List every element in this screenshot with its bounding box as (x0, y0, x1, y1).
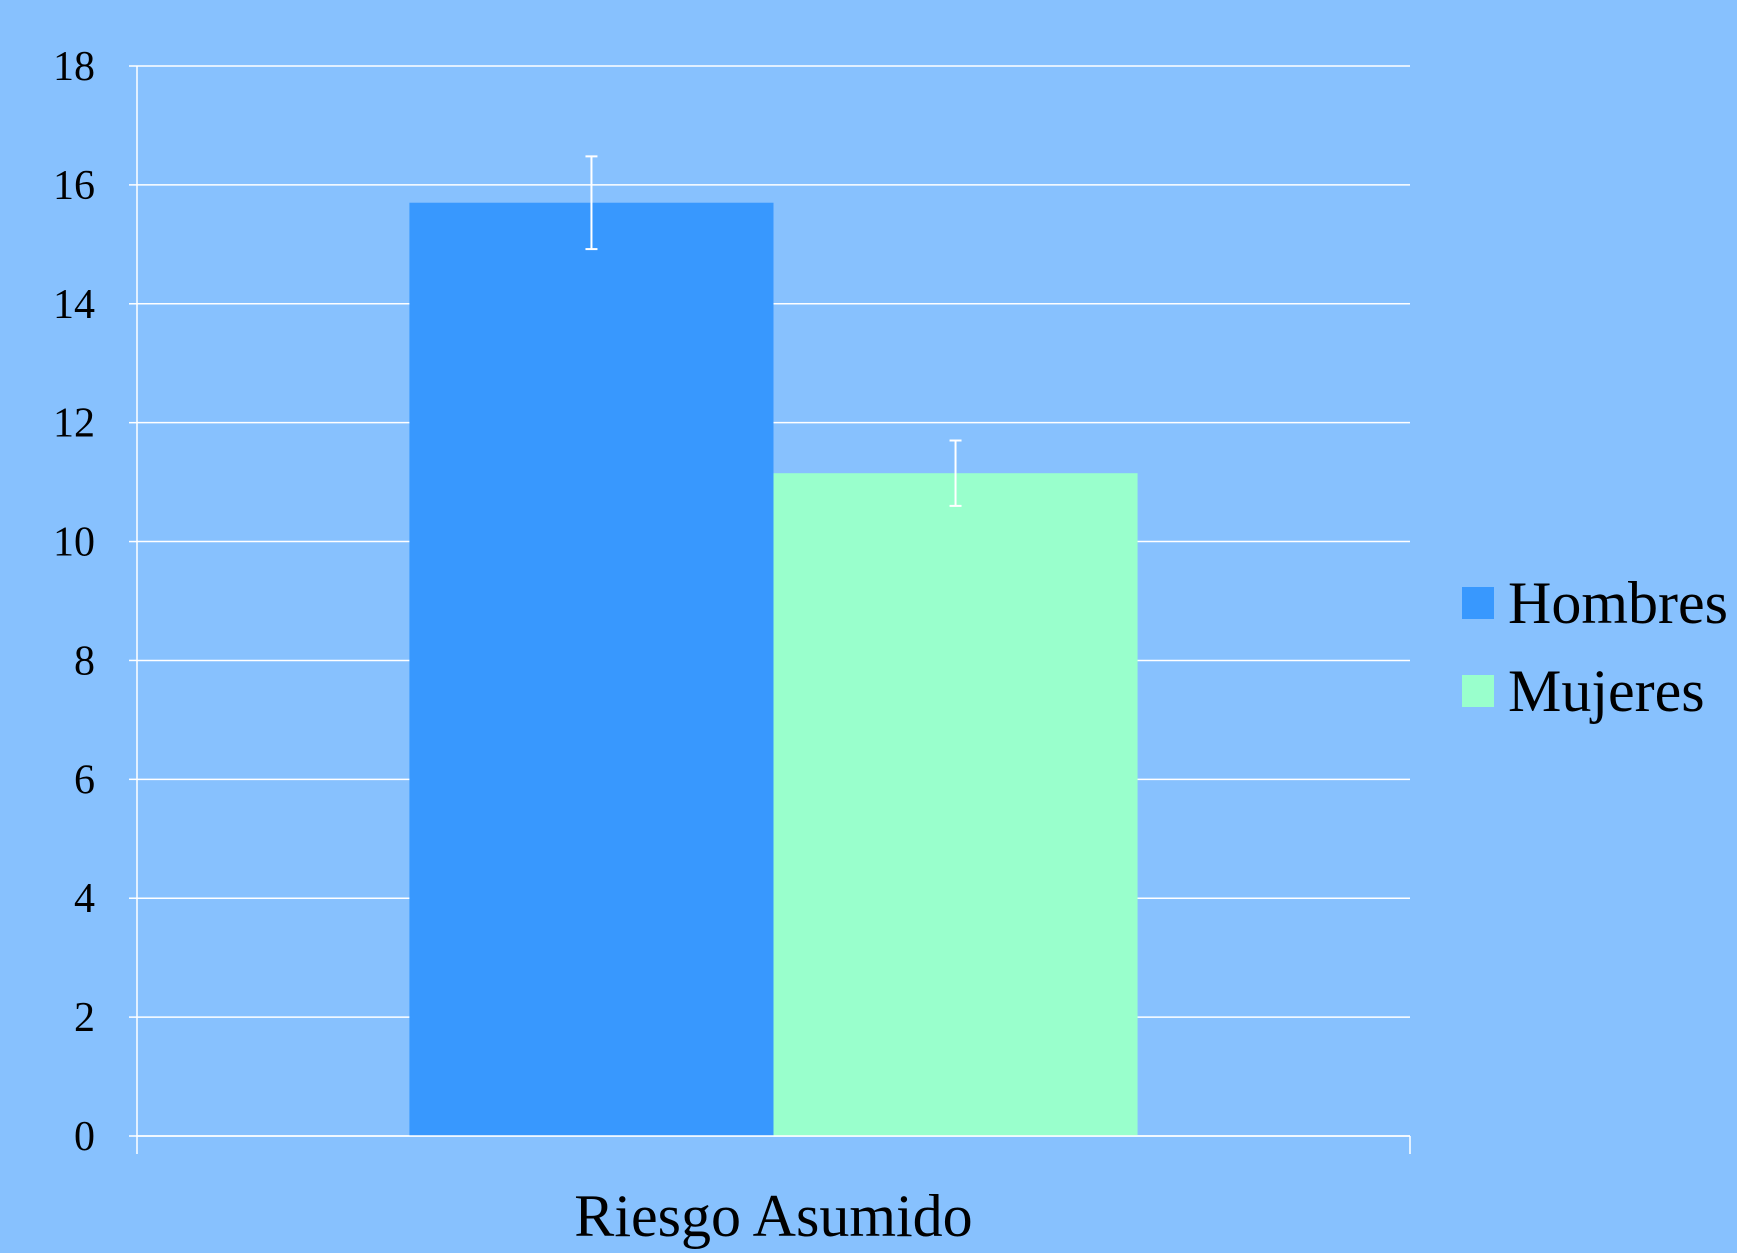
y-tick-label: 14 (53, 282, 95, 328)
legend-item-hombres[interactable]: Hombres (1462, 570, 1728, 636)
legend-label: Mujeres (1508, 658, 1705, 724)
bars (409, 155, 1138, 1136)
y-tick-label: 12 (53, 401, 95, 447)
y-tick-label: 16 (53, 163, 95, 209)
y-tick-labels: 0 2 4 6 8 10 12 14 16 18 (53, 44, 95, 1160)
y-tick-label: 4 (74, 876, 95, 922)
y-tick-label: 0 (74, 1114, 95, 1160)
legend[interactable]: Hombres Mujeres (1462, 570, 1728, 724)
x-category-label: Riesgo Asumido (574, 1183, 972, 1249)
bar-hombres (409, 202, 774, 1136)
category-labels: Riesgo Asumido (574, 1183, 972, 1249)
bar-mujeres (773, 473, 1138, 1136)
legend-swatch (1462, 587, 1494, 619)
axes (129, 65, 1411, 1154)
legend-item-mujeres[interactable]: Mujeres (1462, 658, 1705, 724)
y-tick-label: 18 (53, 44, 95, 90)
y-tick-label: 2 (74, 995, 95, 1041)
y-tick-label: 6 (74, 757, 95, 803)
y-tick-label: 8 (74, 638, 95, 684)
legend-swatch (1462, 675, 1494, 707)
legend-label: Hombres (1508, 570, 1728, 636)
y-tick-label: 10 (53, 520, 95, 566)
